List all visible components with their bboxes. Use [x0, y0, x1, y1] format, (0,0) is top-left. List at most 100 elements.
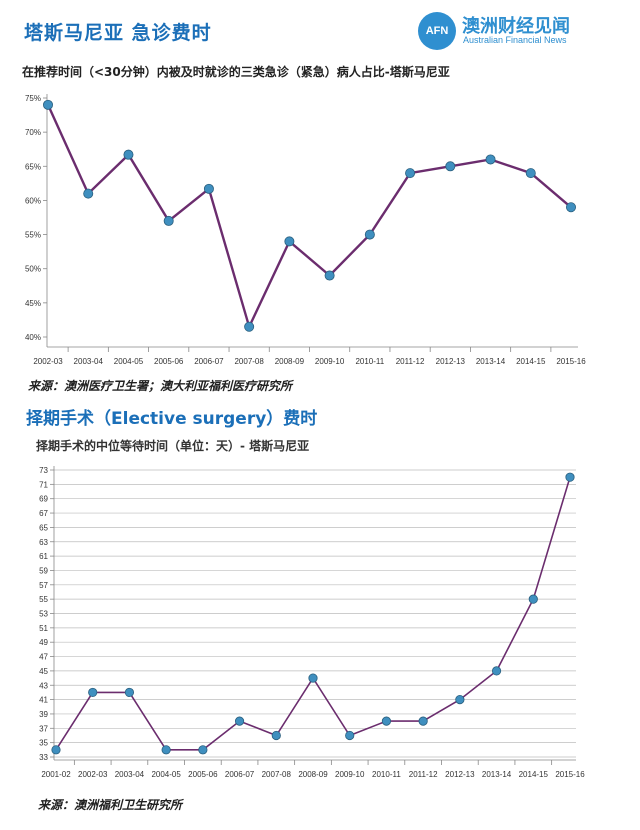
chart2-title: 择期手术的中位等待时间（单位：天）- 塔斯马尼亚	[36, 439, 310, 453]
data-point	[491, 666, 502, 676]
data-point	[124, 687, 135, 698]
x-tick-label: 2008-09	[298, 770, 328, 779]
y-tick-label: 41	[39, 696, 48, 705]
logo-chinese-name: 澳洲财经见闻	[462, 16, 570, 37]
y-tick-label: 50%	[25, 265, 41, 274]
data-point	[525, 168, 536, 179]
y-tick-label: 49	[39, 638, 48, 647]
x-tick-label: 2012-13	[445, 770, 475, 779]
y-tick-label: 61	[39, 552, 48, 561]
y-tick-label: 55	[39, 595, 48, 604]
x-tick-label: 2013-14	[476, 357, 506, 366]
x-tick-label: 2007-08	[262, 770, 292, 779]
y-tick-label: 67	[39, 509, 48, 518]
data-point	[445, 161, 456, 172]
y-tick-label: 40%	[25, 333, 41, 342]
data-point	[83, 188, 94, 199]
section2-title: 择期手术（Elective surgery）费时	[26, 409, 318, 429]
chart1-title: 在推荐时间（<30分钟）内被及时就诊的三类急诊（紧急）病人占比-塔斯马尼亚	[22, 65, 450, 79]
y-tick-label: 33	[39, 753, 48, 762]
y-tick-label: 47	[39, 653, 48, 662]
x-tick-label: 2012-13	[436, 357, 466, 366]
x-tick-label: 2015-16	[556, 357, 586, 366]
data-point	[565, 472, 575, 482]
data-point	[405, 168, 416, 179]
data-point	[308, 673, 318, 683]
x-tick-label: 2011-12	[396, 357, 425, 366]
data-point	[284, 236, 295, 247]
y-tick-label: 45	[39, 667, 48, 676]
x-tick-label: 2005-06	[188, 770, 218, 779]
x-tick-label: 2004-05	[151, 770, 181, 779]
y-tick-label: 51	[39, 624, 48, 633]
afn-logo-icon: AFN	[418, 12, 456, 50]
x-tick-label: 2004-05	[114, 357, 144, 366]
x-tick-label: 2006-07	[194, 357, 224, 366]
data-point	[123, 149, 134, 160]
x-tick-label: 2009-10	[335, 770, 365, 779]
x-tick-label: 2014-15	[519, 770, 549, 779]
y-tick-label: 60%	[25, 196, 41, 205]
y-tick-label: 71	[39, 480, 48, 489]
data-point	[88, 687, 98, 698]
x-tick-label: 2008-09	[275, 357, 305, 366]
y-tick-label: 69	[39, 495, 48, 504]
y-tick-label: 37	[39, 724, 48, 733]
data-point	[455, 694, 465, 705]
chart2-source: 来源：澳洲福利卫生研究所	[38, 798, 183, 812]
x-tick-label: 2001-02	[41, 770, 71, 779]
y-tick-label: 65	[39, 523, 48, 532]
page-title: 塔斯马尼亚 急诊费时	[24, 22, 212, 44]
data-point	[51, 745, 61, 755]
data-point	[244, 321, 255, 332]
data-point	[161, 745, 171, 755]
x-tick-label: 2003-04	[74, 357, 104, 366]
y-tick-label: 65%	[25, 162, 41, 171]
y-tick-label: 35	[39, 739, 48, 748]
data-point	[345, 730, 355, 741]
x-tick-label: 2013-14	[482, 770, 512, 779]
x-tick-label: 2002-03	[33, 357, 63, 366]
y-tick-label: 55%	[25, 231, 41, 240]
data-point	[324, 270, 335, 281]
logo-english-name: Australian Financial News	[463, 35, 567, 45]
chart1-source: 来源：澳洲医疗卫生署；澳大利亚福利医疗研究所	[28, 379, 293, 393]
x-tick-label: 2002-03	[78, 770, 108, 779]
data-point	[528, 594, 538, 604]
y-tick-label: 39	[39, 710, 48, 719]
data-point	[198, 745, 208, 755]
y-tick-label: 59	[39, 566, 48, 575]
x-tick-label: 2009-10	[315, 357, 345, 366]
data-point	[43, 99, 54, 110]
data-point	[364, 229, 375, 240]
x-tick-label: 2005-06	[154, 357, 184, 366]
y-tick-label: 57	[39, 581, 48, 590]
x-tick-label: 2011-12	[409, 770, 438, 779]
y-tick-label: 70%	[25, 128, 41, 137]
x-tick-label: 2007-08	[234, 357, 264, 366]
y-tick-label: 45%	[25, 299, 41, 308]
y-tick-label: 53	[39, 610, 48, 619]
x-tick-label: 2015-16	[555, 770, 585, 779]
brand-logo: AFN 澳洲财经见闻 Australian Financial News	[418, 10, 628, 50]
x-tick-label: 2010-11	[372, 770, 401, 779]
data-point	[203, 183, 214, 194]
y-tick-label: 43	[39, 681, 48, 690]
series-line	[46, 104, 572, 331]
y-tick-label: 63	[39, 538, 48, 547]
data-point	[163, 215, 174, 226]
data-point	[485, 154, 496, 165]
data-point	[381, 716, 392, 726]
data-point	[271, 730, 281, 741]
x-tick-label: 2006-07	[225, 770, 255, 779]
y-tick-label: 73	[39, 466, 48, 475]
x-tick-label: 2014-15	[516, 357, 546, 366]
y-tick-label: 75%	[25, 94, 41, 103]
x-tick-label: 2003-04	[115, 770, 145, 779]
data-point	[234, 716, 245, 726]
data-point	[566, 202, 577, 213]
x-tick-label: 2010-11	[355, 357, 384, 366]
data-point	[418, 716, 428, 726]
